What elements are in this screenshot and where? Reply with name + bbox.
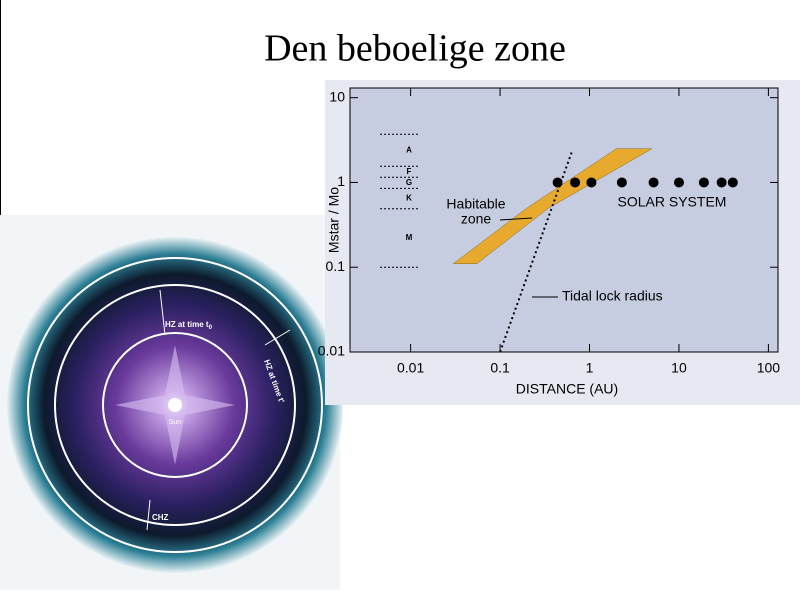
class-label: A xyxy=(406,145,412,154)
plot-area xyxy=(349,87,779,353)
y-tick-label: 1 xyxy=(337,173,345,189)
arrow xyxy=(159,289,166,336)
label-subscript: 0 xyxy=(209,325,213,331)
x-tick-label: 100 xyxy=(757,360,781,376)
tl-label: Tidal lock radius xyxy=(562,288,663,304)
image-label: Sun xyxy=(169,419,182,426)
planet xyxy=(552,177,563,188)
hz-label: Habitable xyxy=(446,196,505,212)
class-label: K xyxy=(406,194,412,203)
y-tick-label: 0.01 xyxy=(318,343,345,359)
y-tick-label: 0.1 xyxy=(326,258,346,274)
planet xyxy=(698,177,709,188)
x-axis-label: DISTANCE (AU) xyxy=(516,381,618,397)
y-axis-label: Mstar / Mo xyxy=(326,187,342,253)
y-tick-label: 10 xyxy=(329,88,345,104)
habitable-zone xyxy=(452,148,653,264)
x-tick-label: 10 xyxy=(671,360,687,376)
image-label: HZ at time t0 xyxy=(165,320,213,330)
planet xyxy=(727,177,738,188)
arrow xyxy=(264,329,291,346)
series-label: SOLAR SYSTEM xyxy=(618,194,727,210)
hz-arrow xyxy=(499,217,533,221)
planet xyxy=(586,177,597,188)
image-label: CHZ xyxy=(152,513,169,522)
sun-image: HZ at time t0 HZ at time t' Sun CHZ xyxy=(0,215,343,590)
class-label: M xyxy=(406,233,413,242)
label-text: HZ at time t xyxy=(165,320,209,329)
x-tick-label: 1 xyxy=(586,360,594,376)
ring xyxy=(54,284,296,526)
arrow xyxy=(146,499,151,531)
sun xyxy=(168,398,182,412)
planet xyxy=(648,177,659,188)
slide-title: Den beboelige zone xyxy=(264,28,566,70)
hz-label: zone xyxy=(461,211,492,227)
x-tick-label: 0.01 xyxy=(397,360,424,376)
planet xyxy=(716,177,727,188)
ring xyxy=(27,257,323,553)
planet xyxy=(570,177,581,188)
class-label: F xyxy=(407,167,412,176)
planet xyxy=(616,177,627,188)
ring xyxy=(102,332,248,478)
planet xyxy=(673,177,684,188)
plot: 0.01 0.1 1 10 100 0.01 0.1 1 10 A FGK M Habitablezon… xyxy=(318,88,781,376)
x-tick-label: 0.1 xyxy=(490,360,510,376)
class-label: G xyxy=(406,178,412,187)
